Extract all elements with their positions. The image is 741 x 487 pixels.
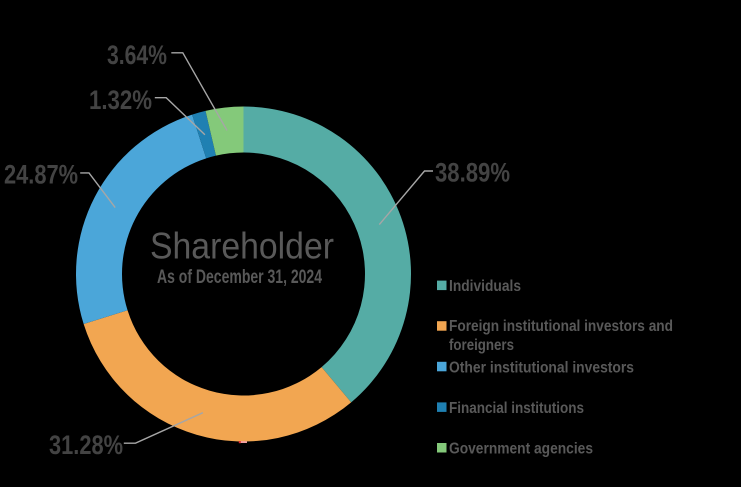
svg-text:Financial institutions: Financial institutions	[449, 400, 584, 417]
svg-text:As of December 31, 2024: As of December 31, 2024	[157, 267, 322, 288]
svg-text:24.87%: 24.87%	[4, 159, 78, 189]
svg-text:3.64%: 3.64%	[107, 40, 167, 70]
svg-text:1.32%: 1.32%	[89, 85, 152, 115]
svg-text:Individuals: Individuals	[449, 278, 521, 295]
svg-text:Shareholder: Shareholder	[150, 226, 334, 267]
svg-text:Government agencies: Government agencies	[449, 441, 593, 458]
svg-text:31.28%: 31.28%	[49, 430, 123, 460]
svg-text:Foreign institutional investor: Foreign institutional investors and	[449, 318, 673, 335]
svg-text:Other institutional investors: Other institutional investors	[449, 359, 634, 376]
svg-text:38.89%: 38.89%	[435, 158, 510, 188]
svg-text:foreigners: foreigners	[449, 337, 514, 354]
